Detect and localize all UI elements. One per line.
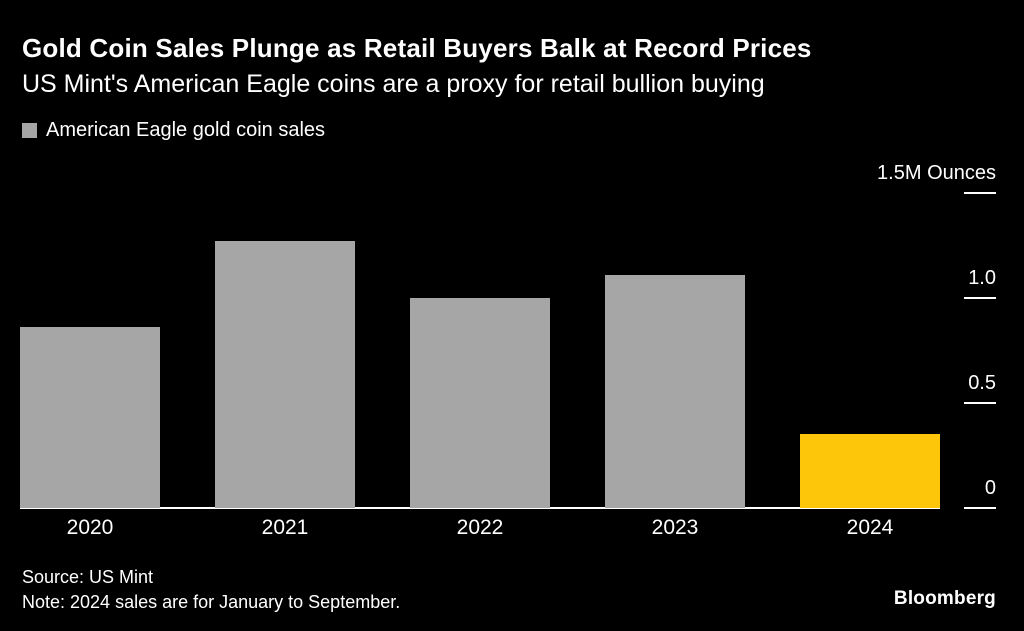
bloomberg-logo: Bloomberg [893, 588, 996, 609]
bar-2020 [20, 327, 160, 508]
footer: Source: US Mint Note: 2024 sales are for… [22, 565, 400, 615]
bar-2024 [800, 434, 940, 508]
y-axis-label: 0 [984, 477, 996, 499]
y-axis-tick-0.5 [964, 402, 996, 404]
y-axis-label: 0.5 [968, 372, 996, 394]
legend: American Eagle gold coin sales [22, 119, 325, 142]
bar-2021 [215, 241, 355, 508]
chart-subtitle: US Mint's American Eagle coins are a pro… [22, 70, 765, 98]
bar-2023 [605, 275, 745, 508]
x-axis-line [20, 507, 940, 509]
source-text: Source: US Mint [22, 567, 154, 587]
x-axis-label-2021: 2021 [261, 516, 309, 539]
legend-label: American Eagle gold coin sales [46, 119, 326, 141]
bar-2022 [410, 298, 550, 508]
x-axis-label-2023: 2023 [651, 516, 699, 539]
x-axis-label-2022: 2022 [456, 516, 504, 539]
x-axis-label-2024: 2024 [846, 516, 894, 539]
y-axis-label: 1.0 [968, 267, 996, 289]
x-axis: 2020 2021 2022 2023 2024 [0, 516, 1024, 544]
note-text: Note: 2024 sales are for January to Sept… [22, 592, 401, 612]
y-axis-label: 1.5M Ounces [877, 162, 996, 184]
y-axis: 0 0.5 1.0 1.5M Ounces [860, 160, 996, 512]
chart-title: Gold Coin Sales Plunge as Retail Buyers … [22, 33, 812, 63]
y-axis-tick-0 [964, 507, 996, 509]
y-axis-tick-1.5 [964, 192, 996, 194]
legend-swatch-icon [22, 123, 37, 138]
x-axis-label-2020: 2020 [66, 516, 114, 539]
plot-area [20, 160, 940, 509]
y-axis-tick-1.0 [964, 297, 996, 299]
